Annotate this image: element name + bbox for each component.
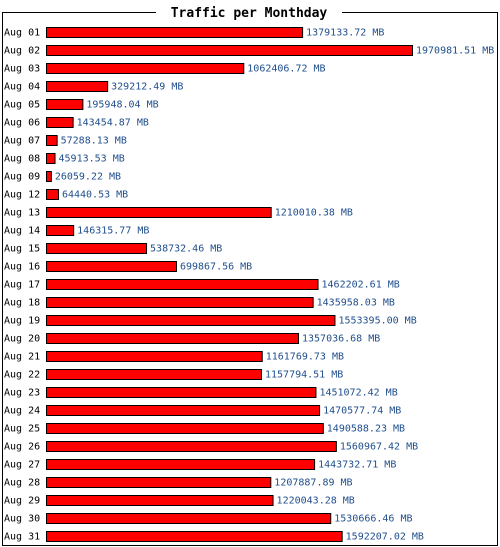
value-label: 1470577.74 MB xyxy=(323,406,401,417)
category-label: Aug 18 xyxy=(4,298,40,309)
traffic-bar xyxy=(46,117,74,128)
value-label: 45913.53 MB xyxy=(59,154,125,165)
category-label: Aug 25 xyxy=(4,424,40,435)
chart-title: Traffic per Monthday xyxy=(171,6,328,21)
traffic-bar xyxy=(46,441,337,452)
traffic-bar xyxy=(46,27,304,38)
category-label: Aug 08 xyxy=(4,154,40,165)
category-label: Aug 27 xyxy=(4,460,40,471)
traffic-bar xyxy=(46,63,245,74)
value-label: 1490588.23 MB xyxy=(327,424,405,435)
value-label: 1220043.28 MB xyxy=(277,496,355,507)
value-label: 1443732.71 MB xyxy=(318,460,396,471)
traffic-bar xyxy=(46,279,319,290)
value-label: 146315.77 MB xyxy=(77,226,149,237)
category-label: Aug 01 xyxy=(4,28,40,39)
category-label: Aug 23 xyxy=(4,388,40,399)
category-label: Aug 06 xyxy=(4,118,40,129)
traffic-bar xyxy=(46,531,343,542)
traffic-bar xyxy=(46,45,413,56)
traffic-bar xyxy=(46,315,336,326)
value-label: 1157794.51 MB xyxy=(265,370,343,381)
value-label: 1435958.03 MB xyxy=(317,298,395,309)
category-label: Aug 28 xyxy=(4,478,40,489)
value-label: 57288.13 MB xyxy=(61,136,127,147)
value-label: 1161769.73 MB xyxy=(266,352,344,363)
category-label: Aug 07 xyxy=(4,136,40,147)
category-label: Aug 20 xyxy=(4,334,40,345)
traffic-bar xyxy=(46,495,274,506)
traffic-bar xyxy=(46,171,52,182)
traffic-bar xyxy=(46,243,148,254)
value-label: 1462202.61 MB xyxy=(322,280,400,291)
category-label: Aug 15 xyxy=(4,244,40,255)
category-label: Aug 03 xyxy=(4,64,40,75)
traffic-bar xyxy=(46,513,332,524)
category-label: Aug 21 xyxy=(4,352,40,363)
value-label: 1530666.46 MB xyxy=(334,514,412,525)
traffic-bar xyxy=(46,153,56,164)
value-label: 329212.49 MB xyxy=(111,82,183,93)
category-label: Aug 31 xyxy=(4,532,40,543)
traffic-bar xyxy=(46,333,299,344)
value-label: 64440.53 MB xyxy=(62,190,128,201)
traffic-bar xyxy=(46,369,262,380)
chart-title-background xyxy=(156,4,342,21)
value-label: 26059.22 MB xyxy=(55,172,121,183)
value-label: 1210010.38 MB xyxy=(275,208,353,219)
traffic-bar xyxy=(46,387,317,398)
traffic-bar xyxy=(46,225,75,236)
category-label: Aug 30 xyxy=(4,514,40,525)
traffic-bar xyxy=(46,477,272,488)
category-label: Aug 14 xyxy=(4,226,40,237)
value-label: 1379133.72 MB xyxy=(306,28,384,39)
category-label: Aug 04 xyxy=(4,82,40,93)
value-label: 143454.87 MB xyxy=(77,118,149,129)
value-label: 1560967.42 MB xyxy=(340,442,418,453)
traffic-bar xyxy=(46,207,272,218)
value-label: 1553395.00 MB xyxy=(338,316,416,327)
value-label: 1207887.89 MB xyxy=(274,478,352,489)
traffic-bar xyxy=(46,81,109,92)
value-label: 1062406.72 MB xyxy=(247,64,325,75)
value-label: 1970981.51 MB xyxy=(416,46,494,57)
category-label: Aug 09 xyxy=(4,172,40,183)
traffic-bar xyxy=(46,423,324,434)
category-label: Aug 02 xyxy=(4,46,40,57)
value-label: 699867.56 MB xyxy=(180,262,252,273)
traffic-bar xyxy=(46,459,316,470)
value-label: 195948.04 MB xyxy=(86,100,158,111)
traffic-bar xyxy=(46,99,84,110)
value-label: 1592207.02 MB xyxy=(346,532,424,543)
value-label: 1451072.42 MB xyxy=(319,388,397,399)
category-label: Aug 17 xyxy=(4,280,40,291)
traffic-bar xyxy=(46,135,58,146)
category-label: Aug 26 xyxy=(4,442,40,453)
traffic-bar xyxy=(46,189,59,200)
category-label: Aug 24 xyxy=(4,406,40,417)
traffic-bar xyxy=(46,405,321,416)
traffic-bar xyxy=(46,261,177,272)
value-label: 1357036.68 MB xyxy=(302,334,380,345)
category-label: Aug 29 xyxy=(4,496,40,507)
category-label: Aug 22 xyxy=(4,370,40,381)
value-label: 538732.46 MB xyxy=(150,244,222,255)
category-label: Aug 13 xyxy=(4,208,40,219)
bars-layer: Aug 01 1379133.72 MB Aug 02 1970981.51 MB Au… xyxy=(4,27,494,543)
traffic-bar xyxy=(46,351,263,362)
category-label: Aug 19 xyxy=(4,316,40,327)
traffic-bar xyxy=(46,297,314,308)
category-label: Aug 05 xyxy=(4,100,40,111)
category-label: Aug 12 xyxy=(4,190,40,201)
category-label: Aug 16 xyxy=(4,262,40,273)
